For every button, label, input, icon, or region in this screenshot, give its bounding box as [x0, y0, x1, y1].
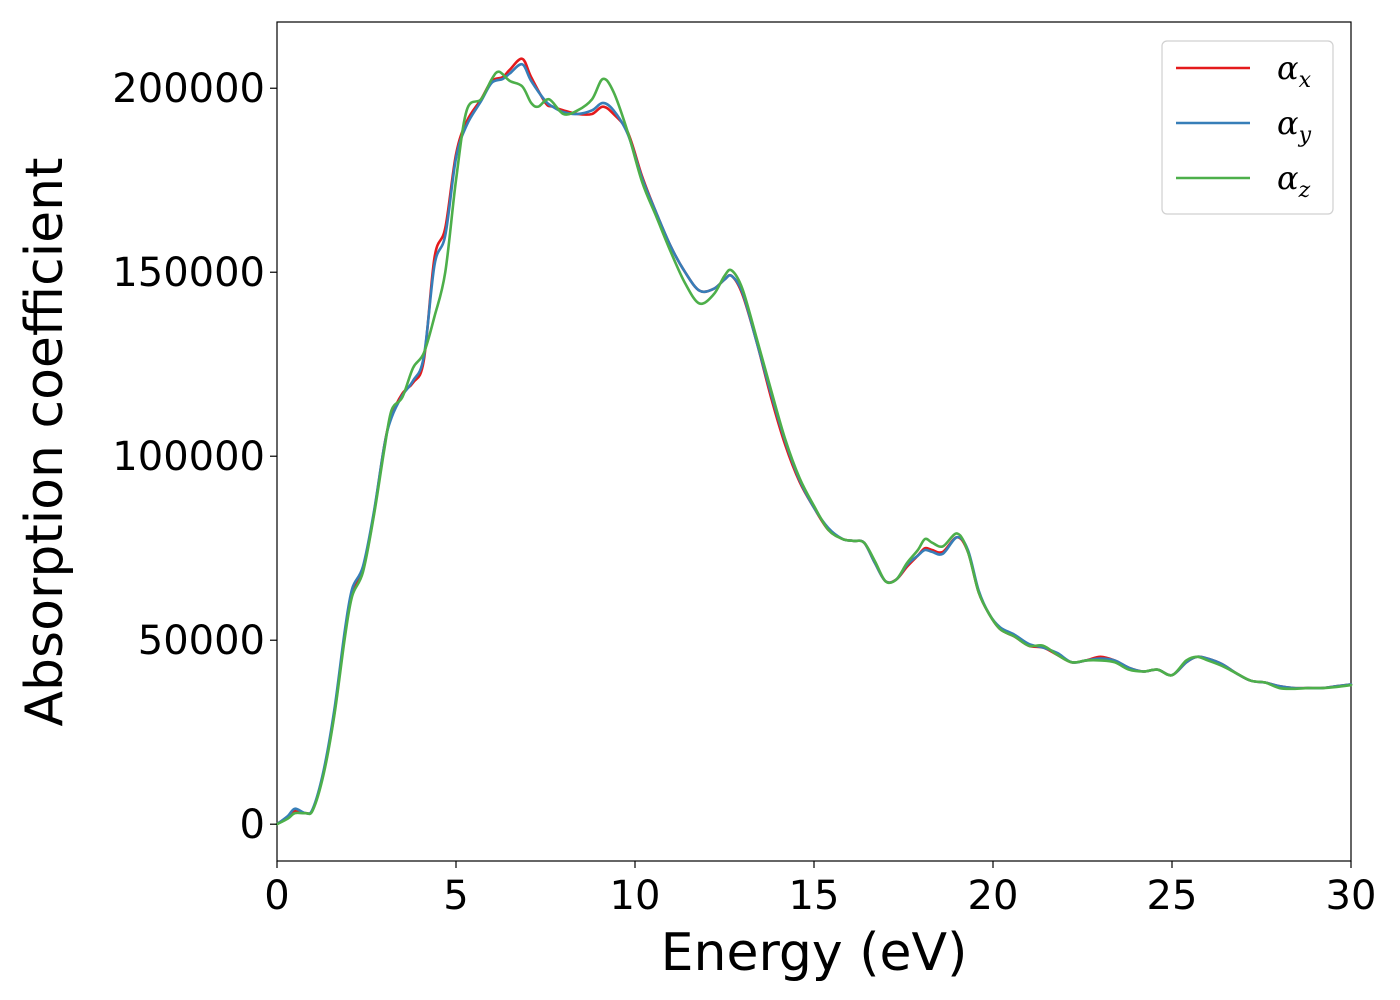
series-layer — [275, 57, 1353, 826]
y-tick-label: 150000 — [112, 250, 265, 296]
y-tick-label: 100000 — [112, 434, 265, 480]
series-line-alpha-z — [275, 70, 1353, 826]
y-tick-label: 50000 — [138, 618, 265, 664]
x-tick-label: 5 — [443, 873, 468, 919]
y-axis-label: Absorption coefficient — [15, 157, 75, 726]
x-axis: 0 5 10 15 20 25 30 — [264, 861, 1376, 919]
x-tick-label: 15 — [789, 873, 840, 919]
x-tick-label: 25 — [1147, 873, 1198, 919]
legend-frame — [1161, 40, 1334, 215]
legend-label-alpha-y: αy — [1277, 104, 1312, 148]
legend: αx αy αz — [1161, 40, 1334, 215]
legend-label-alpha-x: αx — [1277, 49, 1312, 93]
x-tick-label: 20 — [968, 873, 1019, 919]
legend-label-alpha-z: αz — [1277, 159, 1311, 203]
y-axis: 0 50000 100000 150000 200000 — [112, 66, 277, 848]
y-tick-label: 200000 — [112, 66, 265, 112]
x-tick-label: 30 — [1326, 873, 1377, 919]
y-tick-label: 0 — [240, 802, 265, 848]
x-tick-label: 10 — [610, 873, 661, 919]
x-tick-label: 0 — [264, 873, 289, 919]
x-axis-label: Energy (eV) — [661, 923, 968, 983]
